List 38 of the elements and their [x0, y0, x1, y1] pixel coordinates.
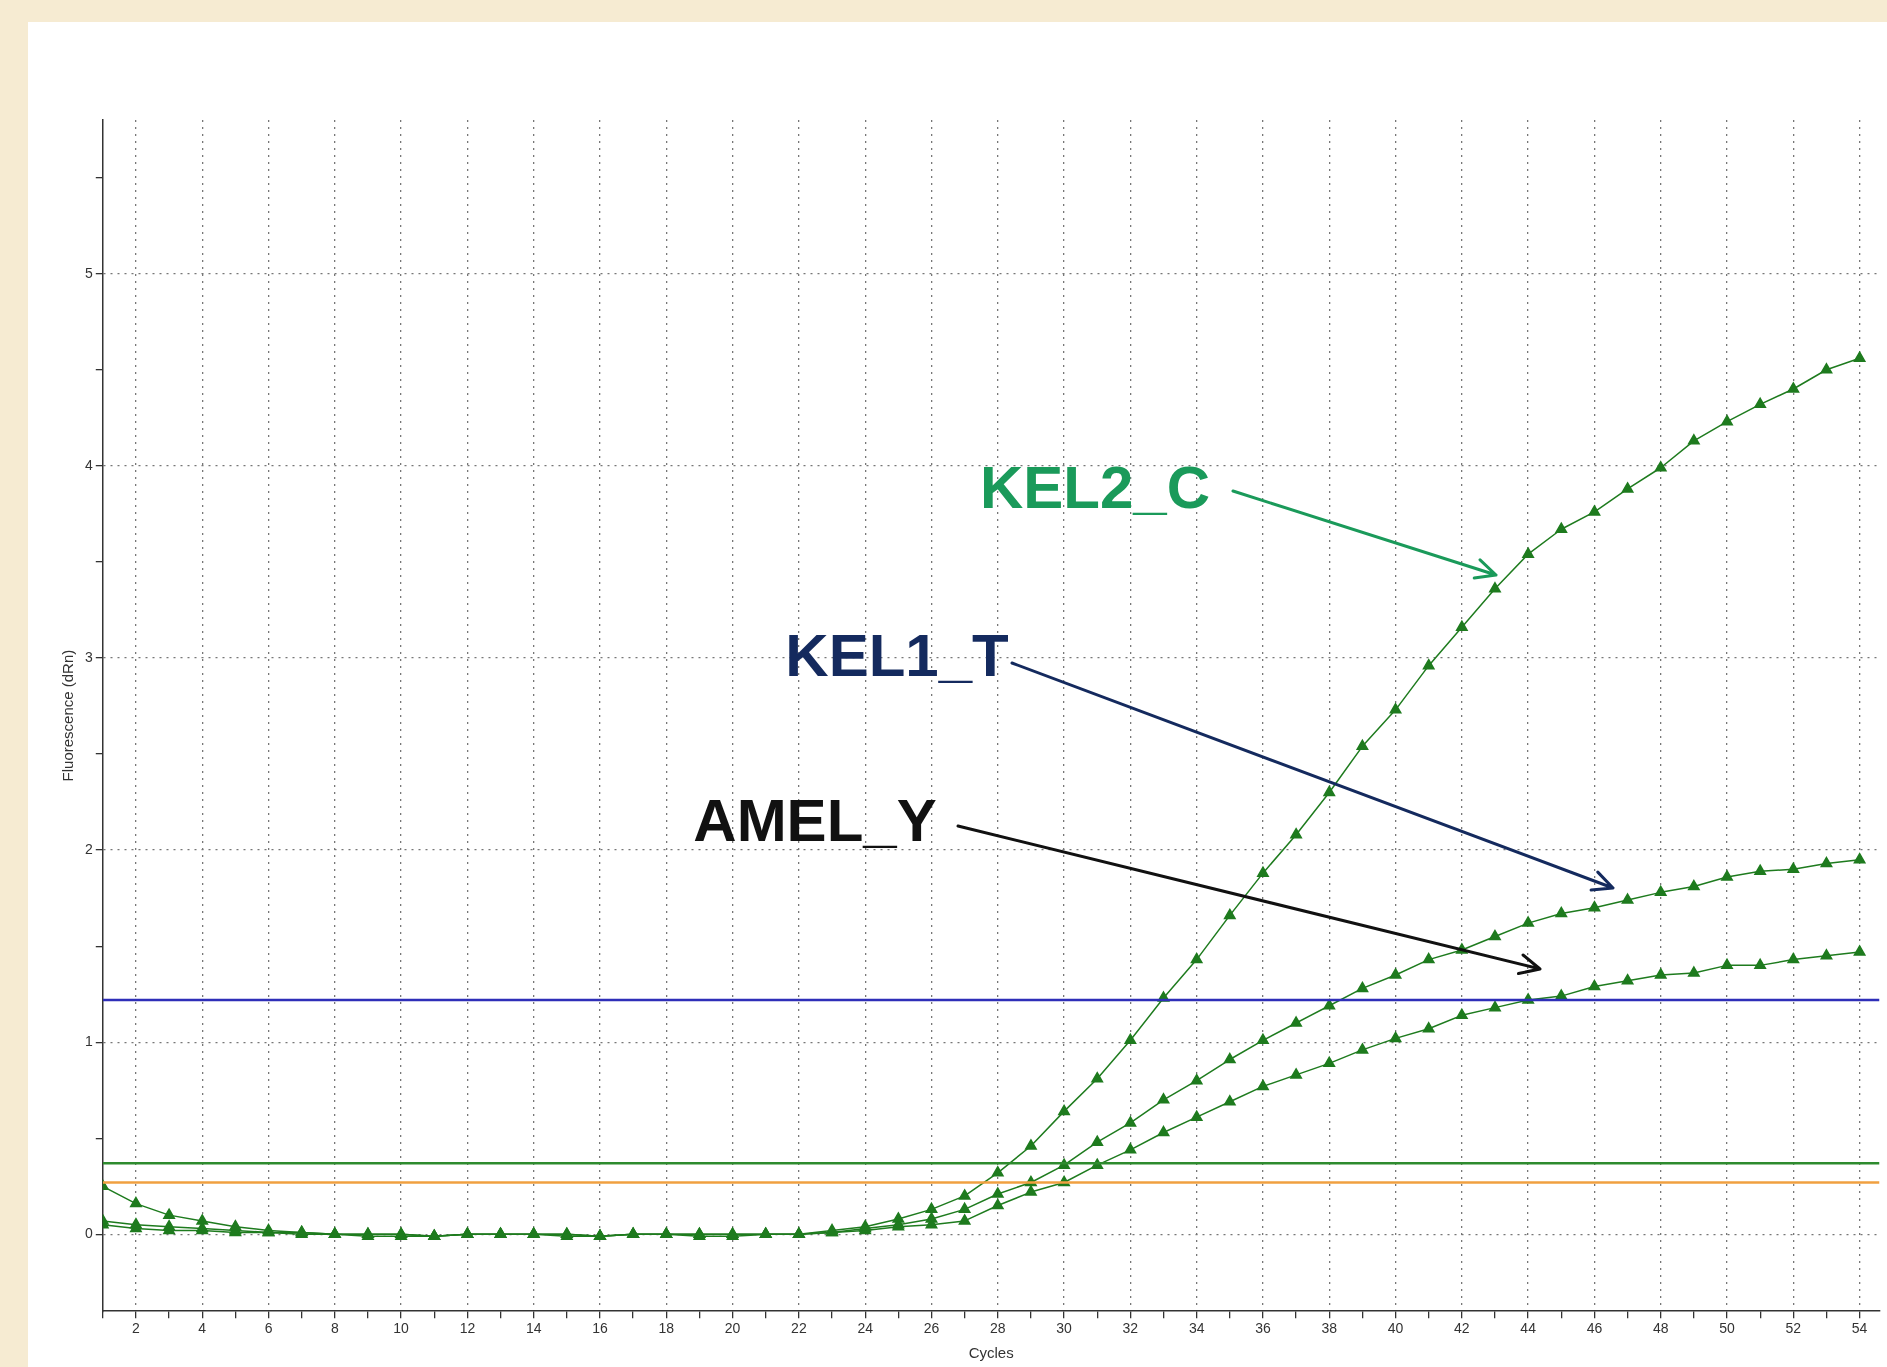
x-tick-label: 46: [1586, 1320, 1603, 1337]
x-tick-label: 54: [1851, 1320, 1868, 1337]
x-tick-label: 4: [198, 1320, 207, 1337]
x-axis-title: Cycles: [968, 1344, 1014, 1362]
annotation: AMEL_Y: [693, 786, 937, 854]
x-tick-label: 26: [923, 1320, 940, 1337]
y-axis-title: Fluorescence (dRn): [59, 649, 77, 782]
x-tick-label: 6: [264, 1320, 273, 1337]
x-tick-label: 40: [1387, 1320, 1404, 1337]
x-tick-label: 44: [1520, 1320, 1537, 1337]
x-tick-label: 32: [1122, 1320, 1139, 1337]
x-tick-label: 22: [791, 1320, 807, 1337]
x-tick-label: 50: [1719, 1320, 1736, 1337]
x-tick-label: 42: [1454, 1320, 1470, 1337]
y-tick-label: 3: [84, 648, 93, 665]
y-tick-label: 1: [84, 1033, 93, 1050]
y-tick-label: 5: [84, 264, 93, 281]
x-tick-label: 24: [857, 1320, 874, 1337]
y-tick-label: 0: [84, 1225, 93, 1242]
x-tick-label: 38: [1321, 1320, 1338, 1337]
x-tick-label: 10: [393, 1320, 410, 1337]
x-tick-label: 52: [1785, 1320, 1802, 1337]
annotation: KEL2_C: [979, 453, 1211, 521]
x-tick-label: 12: [459, 1320, 476, 1337]
x-tick-label: 8: [330, 1320, 339, 1337]
x-tick-label: 2: [132, 1320, 141, 1337]
x-tick-label: 14: [525, 1320, 542, 1337]
x-tick-label: 20: [724, 1320, 741, 1337]
y-tick-label: 2: [84, 840, 93, 857]
x-tick-label: 36: [1255, 1320, 1271, 1337]
x-tick-label: 30: [1056, 1320, 1073, 1337]
x-tick-label: 18: [658, 1320, 675, 1337]
x-tick-label: 28: [989, 1320, 1006, 1337]
x-tick-label: 34: [1188, 1320, 1205, 1337]
x-tick-label: 48: [1652, 1320, 1669, 1337]
x-tick-label: 16: [592, 1320, 608, 1337]
y-tick-label: 4: [84, 456, 93, 473]
annotation: KEL1_T: [785, 621, 1009, 689]
